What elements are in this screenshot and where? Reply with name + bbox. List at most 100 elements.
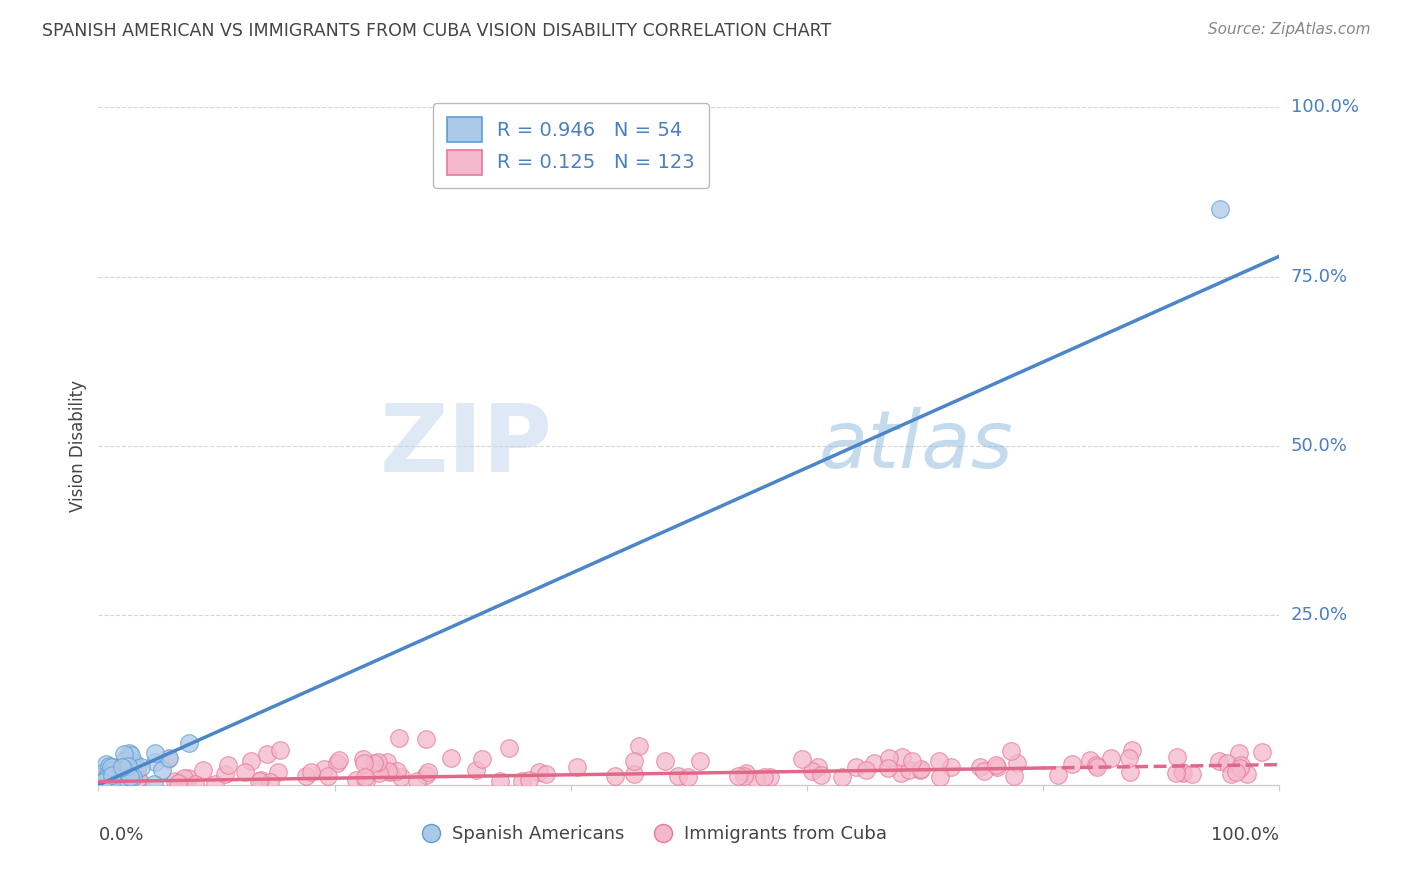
Point: [143, 746, 166, 760]
Point: [94, 766, 117, 780]
Point: [415, 731, 437, 746]
Point: [93, 778, 115, 792]
Point: [1216, 756, 1239, 771]
Point: [107, 774, 129, 789]
Point: [368, 761, 391, 775]
Point: [1173, 766, 1195, 780]
Point: [98, 777, 121, 791]
Point: [1047, 768, 1070, 782]
Point: [177, 736, 200, 750]
Point: [831, 770, 853, 784]
Point: [1171, 764, 1194, 779]
Point: [97, 777, 120, 791]
Point: [810, 768, 832, 782]
Point: [367, 755, 389, 769]
Point: [143, 755, 166, 769]
Point: [98, 777, 121, 791]
Point: [666, 769, 689, 783]
Y-axis label: Vision Disability: Vision Disability: [69, 380, 87, 512]
Point: [204, 777, 226, 791]
Point: [217, 757, 239, 772]
Point: [354, 774, 377, 789]
Point: [111, 760, 134, 774]
Point: [1220, 767, 1243, 781]
Point: [1166, 749, 1188, 764]
Point: [125, 762, 148, 776]
Point: [908, 764, 931, 778]
Point: [108, 777, 131, 791]
Point: [312, 762, 335, 776]
Point: [498, 740, 520, 755]
Point: [790, 752, 813, 766]
Point: [87, 778, 110, 792]
Text: SPANISH AMERICAN VS IMMIGRANTS FROM CUBA VISION DISABILITY CORRELATION CHART: SPANISH AMERICAN VS IMMIGRANTS FROM CUBA…: [42, 22, 831, 40]
Point: [98, 775, 121, 789]
Point: [1060, 757, 1083, 772]
Point: [87, 770, 110, 784]
Point: [510, 774, 533, 789]
Point: [845, 760, 868, 774]
Point: [877, 751, 900, 765]
Point: [352, 752, 374, 766]
Point: [90, 770, 112, 784]
Point: [489, 774, 512, 789]
Point: [94, 772, 117, 787]
Point: [1229, 761, 1251, 775]
Point: [1209, 202, 1232, 216]
Point: [375, 755, 398, 769]
Point: [103, 764, 125, 779]
Point: [120, 747, 142, 762]
Point: [256, 747, 278, 761]
Point: [418, 764, 440, 779]
Point: [1078, 753, 1101, 767]
Point: [969, 760, 991, 774]
Point: [727, 769, 749, 783]
Point: [120, 771, 142, 785]
Point: [1236, 767, 1258, 781]
Point: [901, 754, 924, 768]
Point: [939, 760, 962, 774]
Point: [519, 773, 541, 788]
Point: [98, 778, 121, 792]
Point: [105, 778, 128, 792]
Point: [100, 760, 122, 774]
Point: [184, 777, 207, 791]
Point: [344, 773, 367, 788]
Point: [150, 763, 173, 777]
Point: [325, 756, 347, 771]
Point: [1099, 751, 1122, 765]
Point: [368, 765, 391, 780]
Point: [118, 746, 141, 760]
Point: [527, 765, 550, 780]
Point: [89, 778, 111, 792]
Point: [100, 778, 122, 792]
Point: [1118, 751, 1140, 765]
Point: [1229, 757, 1251, 772]
Point: [654, 754, 676, 768]
Point: [354, 770, 377, 784]
Point: [239, 754, 262, 768]
Point: [801, 764, 824, 778]
Point: [167, 776, 190, 790]
Legend: Spanish Americans, Immigrants from Cuba: Spanish Americans, Immigrants from Cuba: [412, 818, 894, 850]
Point: [377, 764, 399, 779]
Point: [103, 769, 125, 783]
Point: [890, 750, 912, 764]
Point: [910, 762, 932, 776]
Point: [623, 767, 645, 781]
Point: [104, 778, 127, 792]
Point: [415, 768, 437, 782]
Point: [101, 770, 124, 784]
Point: [131, 760, 153, 774]
Point: [128, 774, 150, 789]
Point: [1225, 764, 1247, 779]
Point: [890, 765, 912, 780]
Point: [1005, 756, 1028, 770]
Point: [807, 760, 830, 774]
Point: [93, 764, 115, 779]
Point: [405, 773, 427, 788]
Point: [250, 772, 273, 787]
Point: [1208, 754, 1230, 768]
Text: 100.0%: 100.0%: [1291, 98, 1358, 116]
Text: ZIP: ZIP: [380, 400, 553, 492]
